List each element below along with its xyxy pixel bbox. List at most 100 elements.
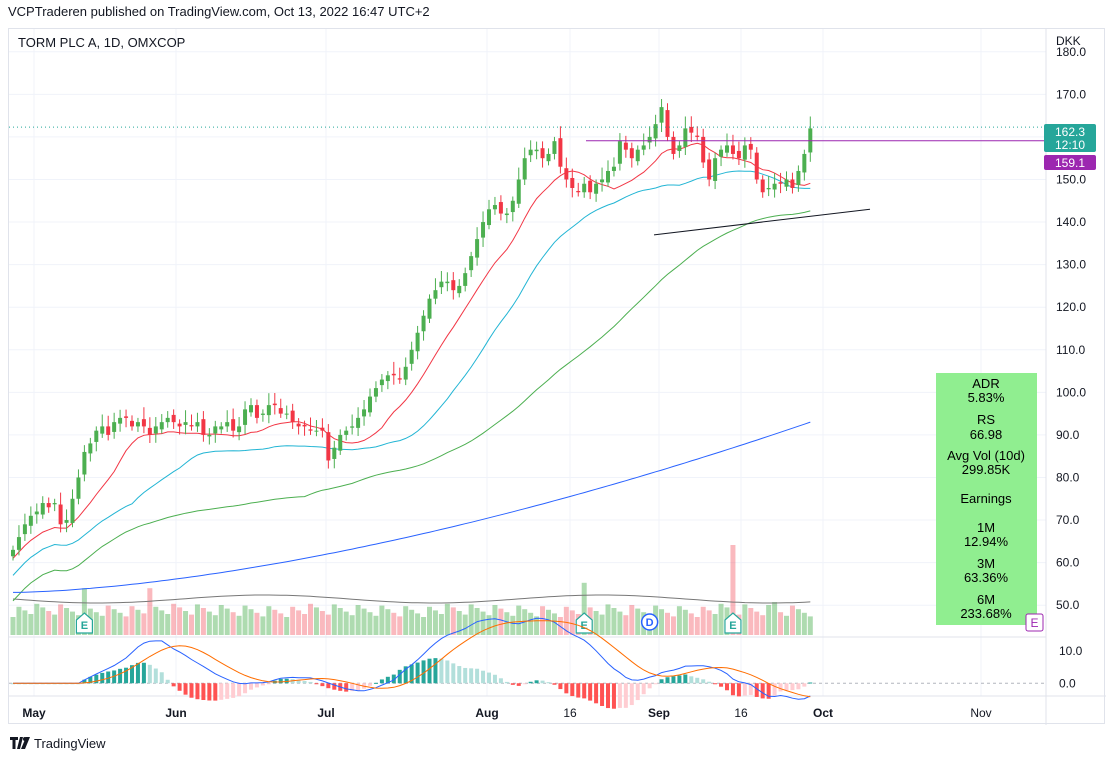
macd-histogram-bar [540, 680, 545, 684]
candle-body [94, 430, 99, 442]
volume-bar [629, 605, 635, 635]
macd-histogram-bar [576, 683, 581, 698]
candle-body [707, 159, 712, 180]
footer-brand[interactable]: TradingView [34, 735, 106, 751]
candle-body [296, 423, 301, 427]
macd-histogram-bar [802, 683, 807, 687]
volume-bar [676, 606, 682, 635]
macd-histogram-bar [124, 667, 129, 684]
price-tick-label: 140.0 [1056, 215, 1086, 229]
rs-value: 66.98 [970, 427, 1003, 442]
candle-body [64, 520, 69, 523]
macd-histogram-bar [671, 676, 676, 684]
drawings [9, 126, 1046, 236]
volume-bar [111, 609, 117, 635]
candle-body [451, 280, 456, 291]
candle-body [802, 153, 807, 173]
volume-bar [444, 603, 450, 635]
volume-bar [266, 606, 272, 635]
macd-histogram-bar [177, 683, 182, 691]
volume-bar [105, 605, 111, 635]
chart-svg[interactable]: TORM PLC A, 1D, OMXCOP DKK E E ED 10.00.0 … [9, 29, 1106, 725]
candle-body [219, 426, 224, 430]
volume-bar [171, 603, 177, 635]
candle-body [790, 179, 795, 188]
macd-histogram-bar [403, 666, 408, 684]
volume-bar [254, 612, 260, 635]
macd-histogram-bar [243, 683, 248, 694]
symbol-title[interactable]: TORM PLC A, 1D, OMXCOP [18, 35, 185, 50]
macd-histogram-bar [754, 683, 759, 697]
macd-histogram-bar [183, 683, 188, 695]
publisher-line: VCPTraderen published on TradingView.com… [8, 4, 430, 19]
volume-bar [272, 609, 278, 635]
macd-histogram-bar [439, 658, 444, 684]
volume-bar [569, 610, 575, 635]
support-trendline [653, 208, 871, 236]
price-tick-label: 60.0 [1056, 556, 1080, 570]
macd-histogram-bar [617, 683, 622, 708]
candle-body [266, 405, 271, 416]
candle-body [314, 430, 319, 432]
volume-bar [117, 612, 123, 635]
candle-body [736, 150, 741, 159]
volume-bar [795, 609, 801, 635]
candle-body [445, 281, 450, 284]
last-price-value: 162.3 [1055, 125, 1085, 139]
macd-histogram-bar [326, 683, 331, 689]
bar-countdown: 12:10 [1055, 138, 1085, 152]
currency-label: DKK [1056, 34, 1081, 48]
volume-bar [682, 609, 688, 635]
volume-bar [64, 608, 70, 635]
ma-50-line [12, 210, 811, 602]
volume-bar [516, 605, 522, 635]
macd-histogram-bar [504, 681, 509, 684]
macd-histogram-bar [159, 672, 164, 684]
candle-body [522, 158, 527, 180]
time-tick-label: 16 [734, 706, 748, 720]
candle-body [177, 423, 182, 427]
macd-histogram-bar [94, 674, 99, 684]
candle-body [748, 143, 753, 150]
macd-histogram-bar [748, 683, 753, 695]
candle-body [320, 427, 325, 431]
earnings-event-icon [575, 612, 593, 634]
m6-label: 6M [977, 592, 995, 607]
macd-histogram-bar [153, 668, 158, 684]
candle-body [290, 410, 295, 423]
macd-histogram-bar [225, 683, 230, 699]
grid [9, 29, 1046, 696]
volume-bar [379, 605, 385, 635]
volume-bar [694, 617, 700, 635]
macd-histogram-bar [635, 683, 640, 701]
volume-bar [700, 606, 706, 635]
last-price-tag [1044, 124, 1096, 152]
secondary-price-value: 159.1 [1055, 156, 1085, 170]
macd-histogram-bar [296, 680, 301, 684]
volume-bar [706, 610, 712, 635]
macd-histogram-bar [653, 683, 658, 685]
pane-badge[interactable] [1025, 613, 1044, 632]
time-tick-label: Jun [165, 706, 186, 720]
price-tick-label: 80.0 [1056, 470, 1080, 484]
candle-body [243, 409, 248, 425]
time-tick-label: Jul [317, 706, 334, 720]
macd-histogram-bar [778, 683, 783, 692]
macd-histogram-bar [736, 683, 741, 697]
macd-histogram-bar [171, 683, 176, 687]
volume-bar [302, 614, 308, 635]
macd-histogram-bar [118, 668, 123, 684]
volume-bar [563, 606, 569, 635]
volume-bar [730, 545, 736, 635]
volume-bar [510, 615, 516, 635]
volume-bar [52, 614, 58, 635]
macd-histogram-bar [427, 658, 432, 684]
macd-histogram-bar [784, 683, 789, 691]
macd-histogram-bar [558, 683, 563, 690]
volume-bar [200, 608, 206, 635]
macd-tick-label: 10.0 [1059, 644, 1083, 658]
macd-histogram-bar [623, 683, 628, 708]
price-tick-label: 150.0 [1056, 172, 1086, 186]
avgvol-label: Avg Vol (10d) [947, 448, 1025, 463]
